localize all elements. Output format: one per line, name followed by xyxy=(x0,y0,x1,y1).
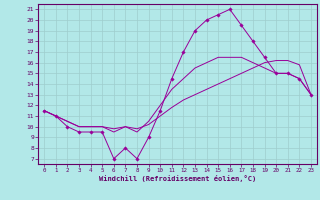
X-axis label: Windchill (Refroidissement éolien,°C): Windchill (Refroidissement éolien,°C) xyxy=(99,175,256,182)
